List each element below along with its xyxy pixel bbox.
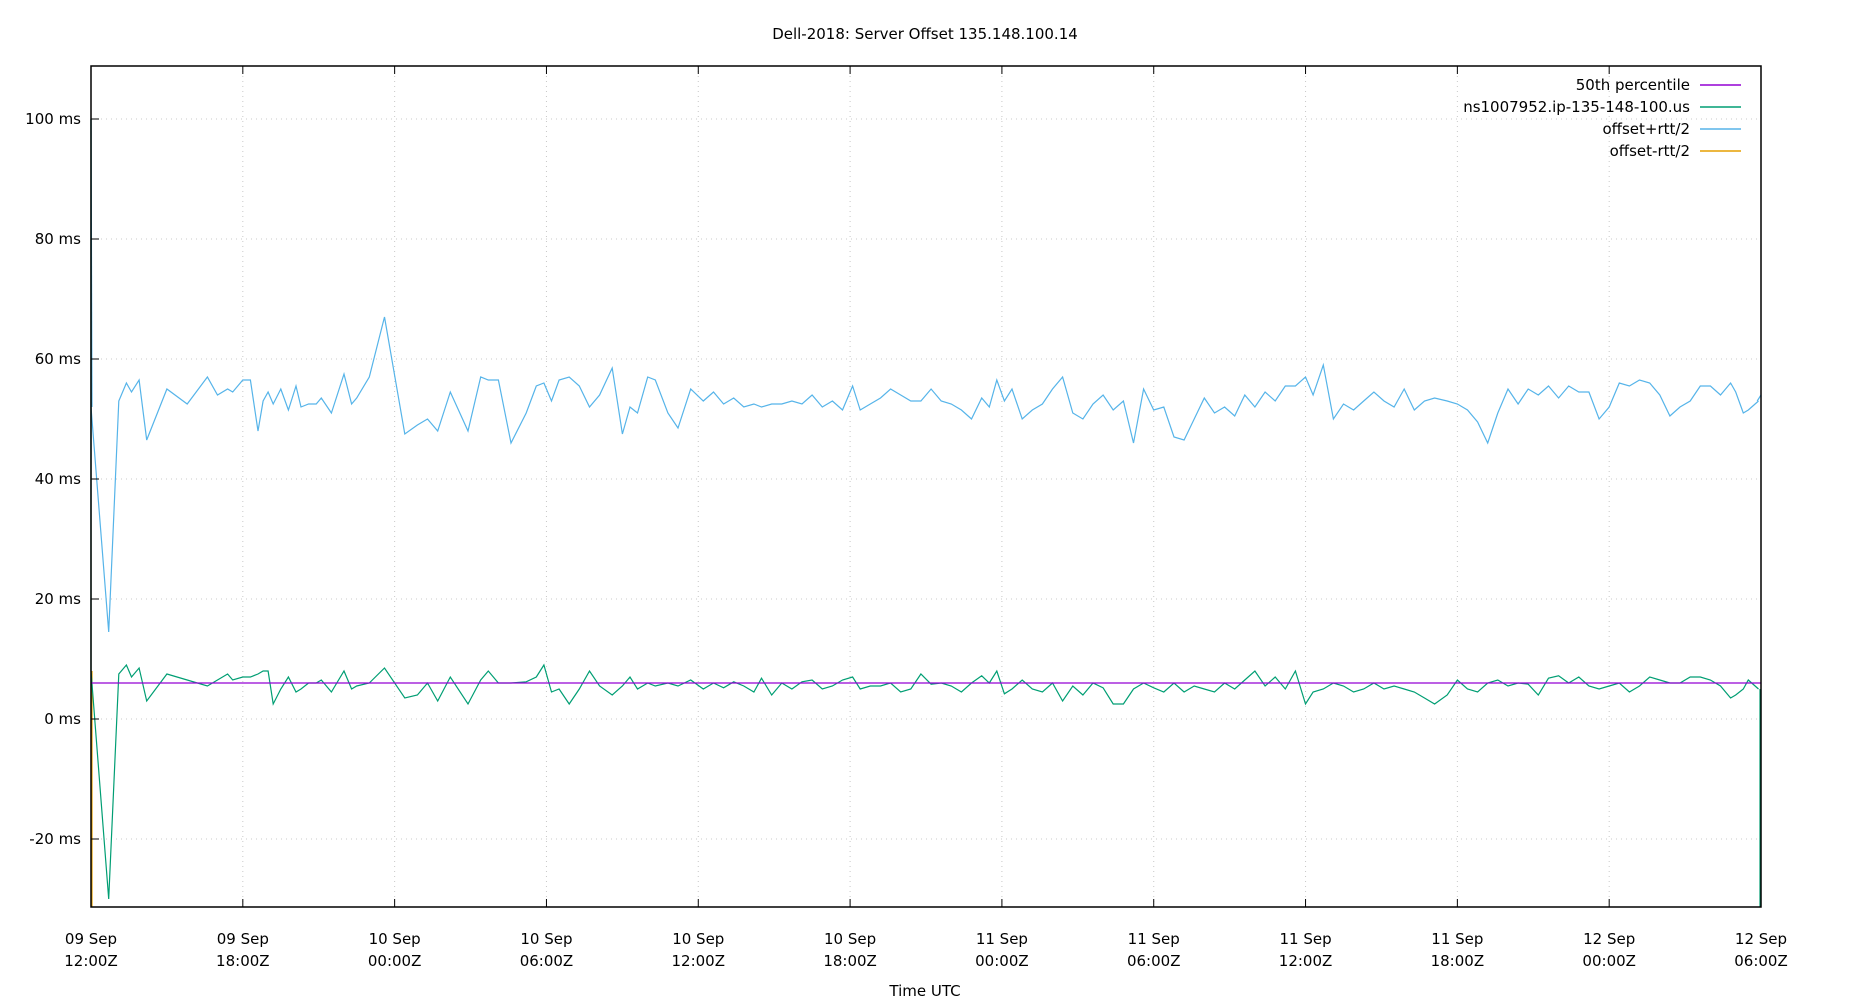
x-tick-label-time: 00:00Z — [1582, 952, 1636, 970]
grid-lines — [91, 66, 1761, 907]
y-axis: -20 ms 0 ms 20 ms 40 ms 60 ms 80 ms 100 ms — [25, 110, 99, 848]
x-axis: 09 Sep 12:00Z 09 Sep 18:00Z 10 Sep 00:00Z 10 S… — [64, 66, 1788, 970]
x-tick-label-time: 00:00Z — [975, 952, 1029, 970]
x-tick-label-date: 09 Sep — [65, 930, 117, 948]
x-tick-label-date: 09 Sep — [217, 930, 269, 948]
x-tick-label-time: 00:00Z — [368, 952, 422, 970]
x-tick-label-time: 06:00Z — [1734, 952, 1788, 970]
legend-label: offset+rtt/2 — [1602, 120, 1690, 138]
x-tick-label-date: 10 Sep — [520, 930, 572, 948]
y-tick-label: 60 ms — [35, 350, 81, 368]
x-tick-label-time: 18:00Z — [1431, 952, 1485, 970]
legend-label: offset-rtt/2 — [1610, 142, 1690, 160]
y-tick-label: 40 ms — [35, 470, 81, 488]
y-tick-label: 100 ms — [25, 110, 81, 128]
x-tick-label-date: 12 Sep — [1735, 930, 1787, 948]
series-offset-plus-rtt — [90, 316, 1759, 633]
x-tick-label-date: 10 Sep — [824, 930, 876, 948]
y-tick-label: 80 ms — [35, 230, 81, 248]
x-tick-label-time: 06:00Z — [520, 952, 574, 970]
legend-label: 50th percentile — [1576, 76, 1690, 94]
x-tick-label-time: 12:00Z — [1279, 952, 1333, 970]
x-tick-label-date: 11 Sep — [1431, 930, 1483, 948]
legend-label: ns1007952.ip-135-148-100.us — [1463, 98, 1690, 116]
plot-border — [90, 65, 1762, 908]
x-tick-label-date: 10 Sep — [369, 930, 421, 948]
x-tick-label-time: 18:00Z — [216, 952, 270, 970]
series-offset — [90, 663, 1759, 900]
legend: 50th percentile ns1007952.ip-135-148-100.… — [1463, 76, 1741, 160]
y-tick-label: 20 ms — [35, 590, 81, 608]
chart-title: Dell-2018: Server Offset 135.148.100.14 — [772, 25, 1078, 43]
y-tick-label: 0 ms — [44, 710, 81, 728]
x-axis-label: Time UTC — [888, 982, 960, 1000]
x-tick-label-time: 12:00Z — [64, 952, 118, 970]
x-tick-label-time: 12:00Z — [672, 952, 726, 970]
data-series — [90, 118, 1762, 907]
x-tick-label-date: 12 Sep — [1583, 930, 1635, 948]
y-tick-label: -20 ms — [29, 830, 81, 848]
x-tick-label-date: 11 Sep — [976, 930, 1028, 948]
x-tick-label-date: 11 Sep — [1279, 930, 1331, 948]
x-tick-label-date: 10 Sep — [672, 930, 724, 948]
x-tick-label-time: 18:00Z — [823, 952, 877, 970]
x-tick-label-time: 06:00Z — [1127, 952, 1181, 970]
x-tick-label-date: 11 Sep — [1128, 930, 1180, 948]
